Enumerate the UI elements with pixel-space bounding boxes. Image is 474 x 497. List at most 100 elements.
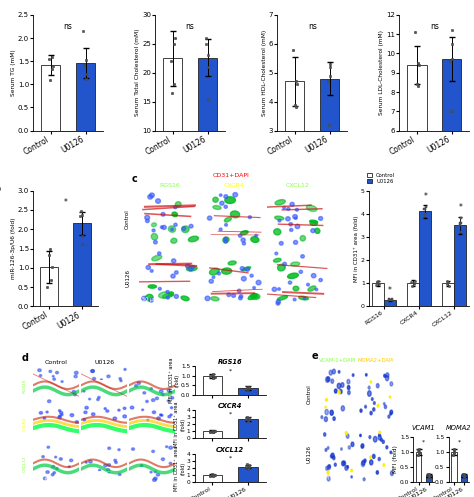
Circle shape [227, 293, 231, 297]
Circle shape [383, 464, 385, 466]
Bar [407, 65, 427, 246]
Ellipse shape [273, 229, 281, 235]
Circle shape [220, 201, 224, 205]
Ellipse shape [213, 206, 221, 209]
Text: *: * [228, 412, 232, 417]
Bar [198, 58, 217, 188]
Circle shape [219, 228, 222, 231]
Circle shape [123, 407, 126, 410]
Circle shape [272, 287, 277, 291]
Circle shape [325, 448, 327, 451]
Circle shape [329, 370, 332, 375]
Circle shape [295, 224, 300, 229]
Ellipse shape [251, 295, 258, 298]
Circle shape [325, 406, 326, 408]
Circle shape [104, 408, 106, 410]
Ellipse shape [146, 294, 153, 301]
Circle shape [108, 464, 110, 466]
Circle shape [286, 217, 290, 221]
Circle shape [83, 391, 85, 392]
Circle shape [55, 456, 57, 458]
Circle shape [208, 216, 212, 220]
Circle shape [58, 410, 61, 412]
Circle shape [335, 389, 337, 393]
Circle shape [152, 450, 155, 452]
Circle shape [155, 397, 158, 400]
Y-axis label: Serum Total Cholesterol (mM): Serum Total Cholesterol (mM) [135, 29, 140, 116]
Ellipse shape [274, 216, 284, 220]
Circle shape [373, 408, 374, 411]
Circle shape [379, 434, 381, 437]
Text: VCAM1: VCAM1 [412, 425, 436, 431]
Circle shape [135, 385, 137, 387]
Circle shape [58, 416, 61, 418]
Ellipse shape [163, 294, 172, 298]
Text: *: * [388, 286, 392, 295]
Text: CXCL12: CXCL12 [285, 183, 309, 188]
Ellipse shape [187, 266, 197, 271]
Ellipse shape [222, 268, 232, 274]
Ellipse shape [300, 236, 306, 241]
Bar [426, 476, 432, 482]
Bar [41, 65, 60, 131]
Circle shape [153, 479, 156, 482]
Circle shape [165, 446, 168, 448]
Circle shape [167, 389, 170, 392]
Ellipse shape [240, 231, 248, 235]
Text: CXCL12: CXCL12 [23, 455, 27, 472]
Circle shape [146, 219, 149, 223]
Y-axis label: MFI in CD31⁺ area
(fold): MFI in CD31⁺ area (fold) [174, 402, 185, 447]
Text: d: d [22, 353, 28, 363]
Circle shape [98, 397, 100, 399]
Text: ns: ns [186, 22, 195, 31]
Ellipse shape [152, 223, 156, 227]
Circle shape [108, 471, 110, 473]
Circle shape [378, 435, 381, 440]
Circle shape [85, 407, 88, 409]
Y-axis label: miR-126-3p/U6 (fold): miR-126-3p/U6 (fold) [11, 218, 16, 279]
Bar [442, 59, 461, 246]
Circle shape [239, 295, 243, 298]
Circle shape [209, 279, 213, 283]
Ellipse shape [248, 294, 257, 300]
Ellipse shape [293, 286, 299, 291]
Circle shape [123, 415, 127, 418]
Circle shape [240, 266, 245, 270]
Circle shape [246, 267, 250, 271]
Circle shape [189, 224, 193, 228]
Ellipse shape [299, 296, 309, 300]
Circle shape [248, 216, 251, 219]
Circle shape [131, 448, 135, 450]
Text: CXCR4: CXCR4 [23, 417, 27, 431]
Circle shape [142, 296, 146, 301]
Ellipse shape [224, 217, 231, 222]
Y-axis label: MFI (fold): MFI (fold) [393, 445, 398, 473]
Circle shape [46, 411, 48, 413]
Circle shape [114, 459, 117, 461]
Bar [285, 82, 304, 217]
Text: 50 μm: 50 μm [142, 297, 158, 302]
Text: *: * [228, 456, 232, 461]
Circle shape [158, 287, 161, 290]
Circle shape [124, 368, 126, 370]
Circle shape [171, 274, 175, 278]
Circle shape [91, 413, 95, 415]
Ellipse shape [152, 255, 162, 261]
Circle shape [385, 376, 389, 381]
Circle shape [365, 406, 366, 408]
Circle shape [146, 265, 150, 269]
Circle shape [326, 377, 329, 382]
Ellipse shape [148, 285, 156, 288]
Bar [40, 267, 58, 306]
Circle shape [380, 438, 383, 441]
Circle shape [224, 195, 228, 198]
Circle shape [346, 434, 349, 438]
Circle shape [186, 264, 190, 268]
Circle shape [321, 415, 323, 418]
Circle shape [89, 398, 91, 400]
Circle shape [155, 199, 161, 203]
Circle shape [333, 456, 335, 460]
Ellipse shape [211, 297, 219, 301]
Circle shape [142, 409, 144, 411]
Circle shape [174, 271, 178, 274]
